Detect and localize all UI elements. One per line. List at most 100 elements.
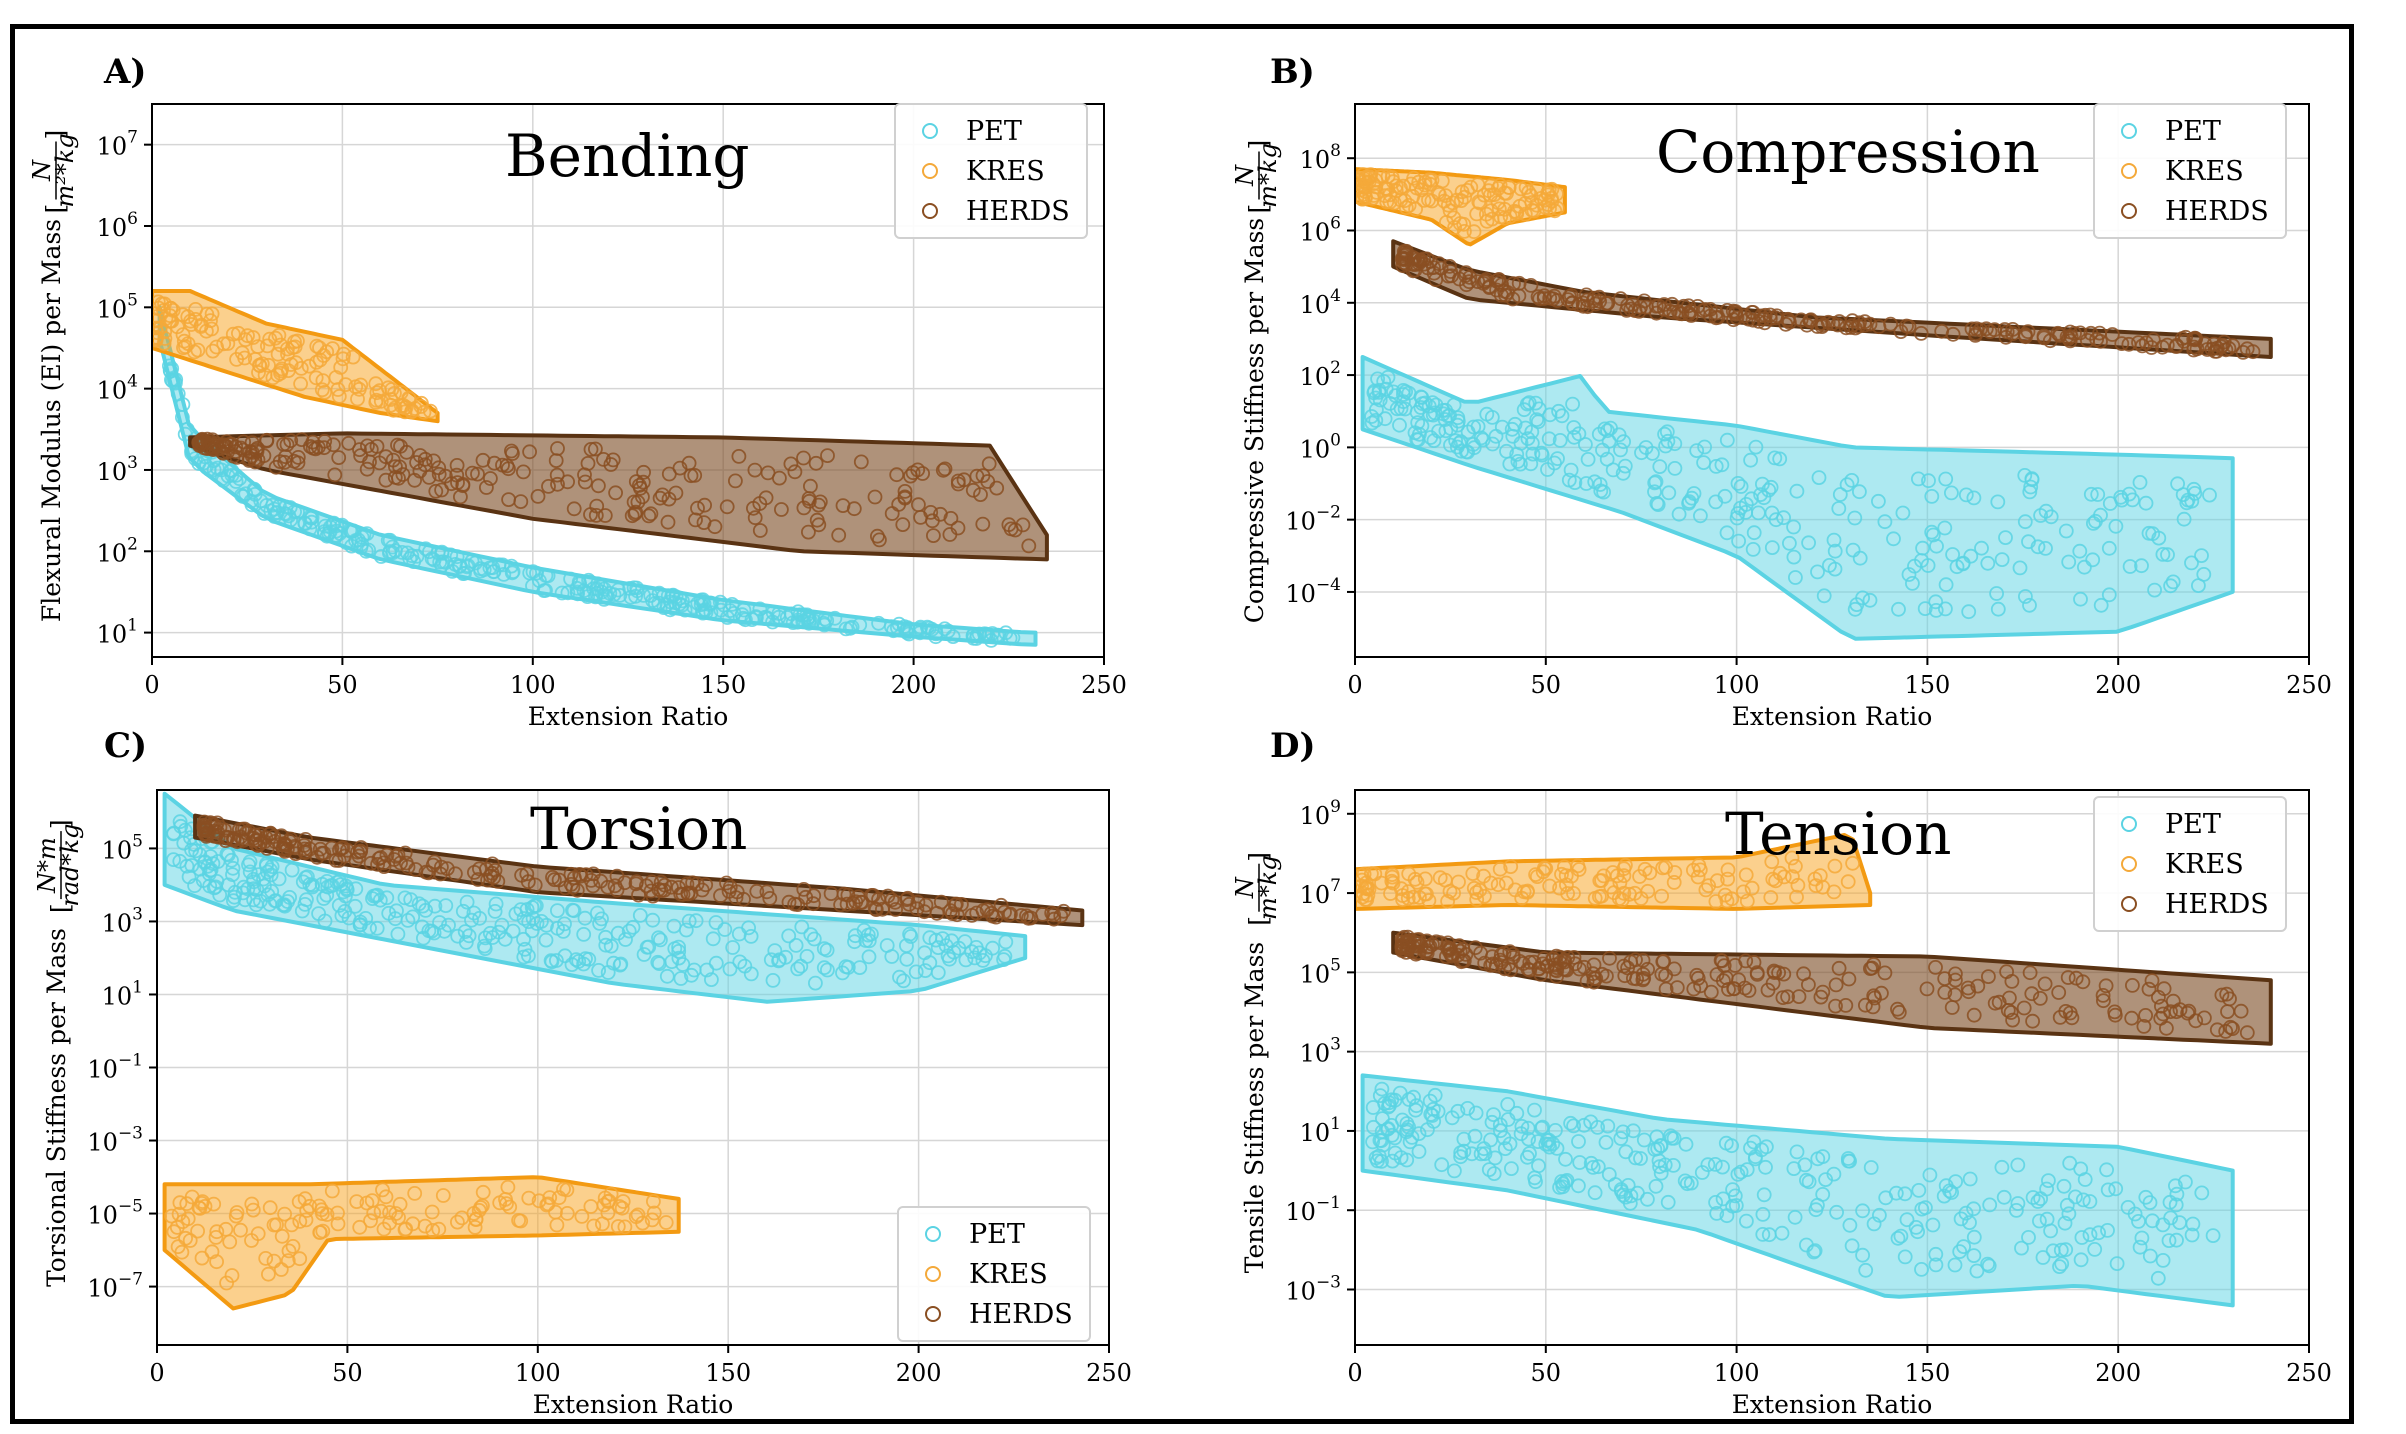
data-point-kres [1412,890,1427,905]
data-point-pet [2155,1253,2171,1268]
data-point-herds [2022,965,2038,981]
data-point-pet [1530,414,1546,430]
data-point-kres [1788,858,1803,874]
data-point-kres [574,1209,590,1224]
data-point-kres [1544,181,1560,197]
data-point-pet [803,927,819,942]
data-point-herds [428,483,444,499]
data-point-pet [2075,1192,2091,1208]
data-point-pet [166,852,181,867]
data-point-herds [1656,954,1671,969]
data-point-pet [1487,1150,1503,1166]
data-point-pet [554,585,570,601]
data-point-kres [1616,885,1632,901]
data-point-herds [192,437,208,453]
data-point-herds [2136,1019,2152,1034]
data-point-herds [2036,330,2052,346]
data-point-pet [799,607,815,623]
data-point-pet [1852,484,1867,500]
data-point-pet [1969,1263,1985,1279]
data-point-pet [1683,1175,1699,1191]
data-point-herds [2016,1000,2032,1016]
data-point-kres [1393,192,1409,208]
data-point-pet [1829,1204,1844,1220]
data-point-pet [713,602,729,618]
data-point-pet [1858,1262,1874,1278]
data-point-herds [596,451,611,467]
data-point-pet [2057,1215,2073,1231]
data-point-kres [1614,892,1630,908]
data-point-pet [1996,1189,2012,1205]
data-point-herds [351,848,367,864]
data-point-pet [1844,1238,1860,1254]
unit-denominator: rad*kg [56,824,84,907]
data-point-pet [459,894,475,910]
axes-frame [151,103,1105,658]
data-point-kres [262,331,278,347]
data-point-pet [263,867,279,883]
data-point-herds [2181,1003,2197,1019]
data-point-herds [1484,949,1500,965]
data-point-kres [309,354,324,370]
y-tick-label: 106 [1300,214,1341,247]
data-point-pet [772,952,787,968]
unit-bracket-right: ] [46,819,75,829]
data-point-kres [387,400,403,416]
data-point-pet [1566,429,1582,445]
data-point-pet [1897,1186,1913,1202]
data-point-pet [1761,482,1777,498]
data-point-kres [1355,172,1365,188]
data-point-herds [643,506,659,522]
data-point-kres [1784,850,1800,866]
data-point-herds [370,857,386,872]
data-point-pet [708,955,724,971]
data-point-pet [1847,510,1863,526]
data-point-pet [626,580,642,596]
data-point-pet [732,954,748,970]
data-point-kres [284,1217,300,1233]
data-point-pet [195,873,211,888]
data-point-pet [2073,591,2088,607]
data-point-herds [1575,298,1591,314]
data-point-pet [724,597,740,612]
data-point-pet [1571,1134,1586,1149]
data-point-pet [1513,435,1529,451]
data-point-pet [1371,382,1387,398]
data-point-pet [2073,1252,2089,1268]
data-point-pet [214,471,230,487]
data-point-herds [983,906,999,921]
data-point-herds [550,441,565,456]
data-point-herds [591,478,606,494]
data-point-pet [1382,395,1398,411]
data-point-pet [443,547,459,563]
data-point-herds [362,454,377,470]
legend-entry-herds: HERDS [911,1294,1073,1334]
data-point-kres [245,1202,261,1218]
data-point-pet [1502,1136,1518,1152]
data-point-pet [1831,501,1847,516]
data-point-kres [259,338,275,354]
data-point-herds [1686,981,1702,997]
unit-bracket-left: [ [46,903,75,913]
data-point-kres [539,1197,555,1213]
data-point-pet [326,515,342,531]
data-point-pet [1396,387,1411,402]
data-point-kres [292,1251,308,1267]
legend-label: KRES [2165,155,2244,187]
data-point-herds [290,449,306,465]
data-point-pet [294,903,310,919]
data-point-herds [1433,260,1449,276]
data-point-kres [1827,858,1843,874]
data-point-pet [225,867,240,882]
y-axis-label-group: Compressive Stiffness per Mass [Nm*kg] [1231,140,1282,623]
data-point-herds [897,483,913,499]
data-point-pet [1633,1151,1648,1166]
data-point-herds [409,455,425,470]
data-point-pet [449,549,465,565]
x-tick-label: 150 [1904,1359,1950,1387]
data-point-herds [2114,336,2130,352]
x-axis-label: Extension Ratio [528,702,729,731]
data-point-herds [516,464,531,480]
data-point-pet [2109,1256,2125,1271]
data-point-herds [820,448,835,464]
